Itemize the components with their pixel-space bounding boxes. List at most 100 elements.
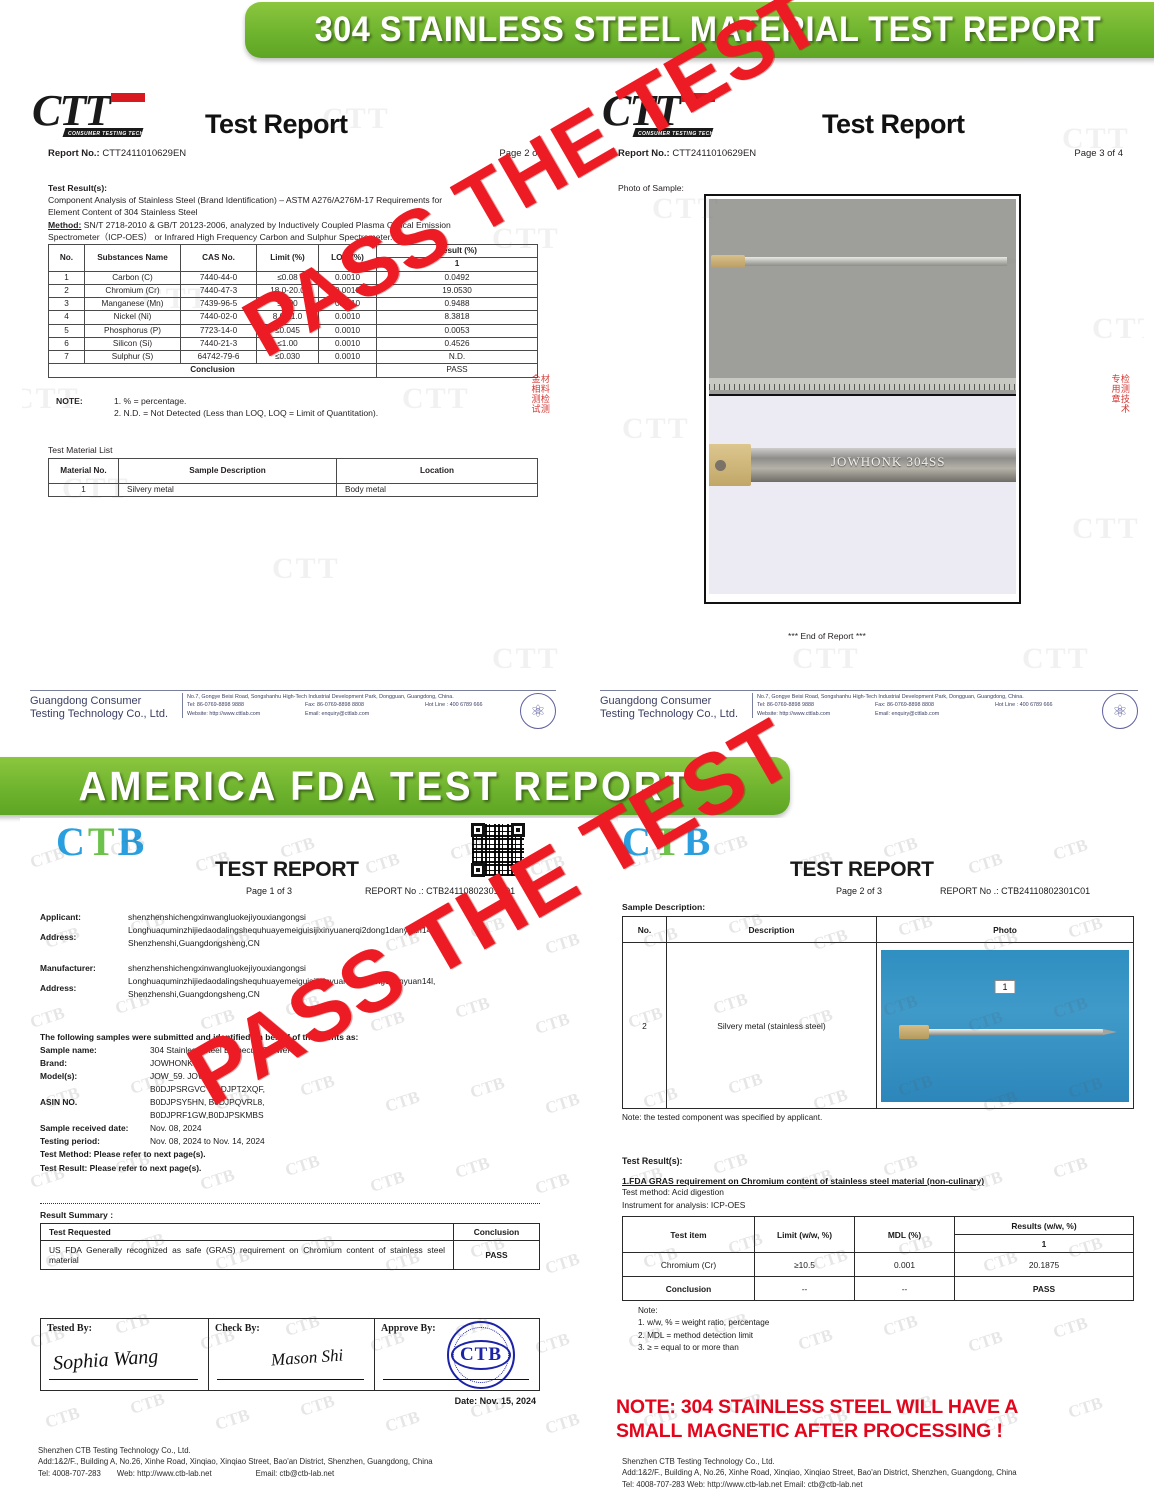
cell-photo: 1 (876, 942, 1134, 1109)
result-summary-label: Result Summary : (40, 1210, 114, 1220)
ctb-footer-line-2: Add:1&2/F., Building A, No.26, Xinhe Roa… (622, 1468, 1017, 1478)
signature-cell-check-by: Check By: Mason Shi (208, 1318, 375, 1391)
brand-value: JOWHONK (150, 1058, 193, 1069)
th-limit: Limit (%) (256, 244, 319, 272)
field-manufacturer-label: Manufacturer: (40, 963, 96, 974)
red-note-line-2: SMALL MAGNETIC AFTER PROCESSING ! (616, 1419, 1003, 1442)
test-material-list-title: Test Material List (48, 445, 113, 455)
field-address-1: Address: Longhuaquminzhijiedaodalingsheq… (40, 924, 540, 950)
th-conclusion: Conclusion (453, 1223, 540, 1241)
cell-result: 19.0530 (376, 283, 538, 299)
end-of-report-text: *** End of Report *** (788, 631, 866, 641)
note-applicant-text: Note: the tested component was specified… (622, 1113, 823, 1122)
ctb-logo-c: C (56, 819, 88, 864)
ctt-footer-website[interactable]: Website: http://www.cttlab.com (757, 710, 831, 717)
ctt-footer-hotline: Hot Line : 400 6789 666 (425, 702, 483, 709)
ctb-test-results-label: Test Result(s): (622, 1156, 683, 1166)
skewer-blade (711, 255, 1016, 268)
skewer-rod (907, 1028, 1117, 1036)
cell-substance: Nickel (Ni) (84, 310, 181, 325)
th-no: No. (48, 244, 85, 272)
ctb-logo-c: C (622, 819, 654, 864)
cell-result: 0.0053 (376, 323, 538, 338)
ctb-footer-email[interactable]: Email: ctb@ctb-lab.net (255, 1468, 335, 1478)
ctt-logo-red-bar (111, 93, 145, 102)
cell-loq: 0.0010 (318, 349, 377, 365)
ctt-logo-subtext: CONSUMER TESTING TECH (68, 131, 144, 137)
ctb-footer: Shenzhen CTB Testing Technology Co., Ltd… (622, 1456, 1152, 1490)
field-address-1-value: Longhuaquminzhijiedaodalingshequhuayemei… (128, 925, 436, 949)
banner-304-stainless: 304 STAINLESS STEEL MATERIAL TEST REPORT (245, 2, 1154, 58)
ctt-footer-email[interactable]: Email: enquiry@cttlab.com (305, 710, 370, 717)
cell-cas: 7440-47-3 (180, 283, 257, 299)
th-loq: LOQ (%) (318, 244, 377, 272)
tested-by-signature-line (49, 1379, 198, 1380)
ctt-footer-address-block: No.7, Gongye Beisi Road, Songshanhu High… (182, 693, 516, 719)
cell-limit: ≥10.5 (754, 1252, 855, 1278)
ctt-footer-website[interactable]: Website: http://www.cttlab.com (187, 710, 261, 717)
ctt-footer-address: No.7, Gongye Beisi Road, Songshanhu High… (187, 694, 454, 700)
check-by-label: Check By: (215, 1323, 260, 1334)
ctb-logo: CTB (56, 822, 147, 862)
table-row: 5 Phosphorus (P) 7723-14-0 ≤0.045 0.0010… (48, 323, 538, 338)
rivet-icon (715, 460, 726, 471)
th-photo: Photo (876, 916, 1134, 943)
cell-no: 3 (48, 296, 85, 312)
field-applicant-value: shenzhenshichengxinwangluokejiyouxiangon… (128, 912, 306, 922)
ctb-report-number: REPORT No .: CTB24110802301C01 (365, 886, 516, 896)
ctb-note-1: 1. w/w, % = weight ratio, percentage (638, 1318, 770, 1328)
ctb-approval-stamp-icon: CTB (447, 1321, 515, 1389)
ctt-logo-red-bar (681, 93, 715, 102)
ctb-page-title: TEST REPORT (790, 858, 934, 881)
ctb-logo: CTB (622, 822, 713, 862)
ctt-footer-email[interactable]: Email: enquiry@cttlab.com (875, 710, 940, 717)
ctb-page-indicator: Page 1 of 3 (246, 886, 293, 896)
table-row: 2 Chromium (Cr) 7440-47-3 18.0-20.0 0.00… (48, 283, 538, 299)
skewer-engraving-text: JOWHONK 304SS (831, 454, 946, 469)
ctt-intro-line-2: Element Content of 304 Stainless Steel (48, 207, 198, 218)
table-row: 1 Silvery metal Body metal (48, 483, 538, 498)
cell-sample-description: Silvery metal (118, 483, 337, 498)
ctb-note-3: 3. ≥ = equal to or more than (638, 1342, 739, 1352)
ctt-footer-company-line1: Guangdong Consumer (30, 695, 142, 707)
ctt-footer-company-line1: Guangdong Consumer (600, 695, 712, 707)
ctb-logo-t: T (87, 819, 118, 864)
received-date-row: Sample received date: Nov. 08, 2024 (40, 1122, 540, 1135)
photo-index-tag: 1 (994, 979, 1016, 994)
report-date: Date: Nov. 15, 2024 (454, 1396, 536, 1406)
th-results: Results (w/w, %) (954, 1216, 1134, 1236)
cell-limit: ≤1.00 (256, 336, 319, 352)
table-row: 4 Nickel (Ni) 7440-02-0 8.0-11.0 0.0010 … (48, 310, 538, 325)
ctb-footer-line-2: Add:1&2/F., Building A, No.26, Xinhe Roa… (38, 1457, 433, 1467)
cell-substance: Carbon (C) (84, 270, 181, 285)
ctt-footer: Guangdong Consumer Testing Technology Co… (600, 690, 1138, 729)
separator (40, 1203, 540, 1204)
ctt-logo-text: CTT (32, 86, 111, 135)
ctb-page-indicator: Page 2 of 3 (836, 886, 883, 896)
field-address-2: Address: Longhuaquminzhijiedaodalingsheq… (40, 975, 540, 1001)
cell-loq: 0.0010 (318, 336, 377, 352)
ctt-test-results-label: Test Result(s): (48, 183, 108, 193)
cell-no: 5 (48, 323, 85, 338)
table-row-conclusion: Conclusion -- -- PASS (622, 1276, 1134, 1302)
ctb-logo-b: B (117, 819, 148, 864)
ctb-footer-web[interactable]: Web: http://www.ctb-lab.net (116, 1468, 212, 1478)
field-manufacturer-value: shenzhenshichengxinwangluokejiyouxiangon… (128, 963, 306, 974)
test-result-line: Test Result: Please refer to next page(s… (40, 1162, 202, 1173)
table-row: 1 Carbon (C) 7440-44-0 ≤0.08 0.0010 0.04… (48, 270, 538, 285)
ctt-method-line-2: Spectrometer（ICP-OES） or Infrared High F… (48, 231, 393, 242)
ctt-logo: CTT CONSUMER TESTING TECH (602, 89, 717, 138)
cell-test-requested: US FDA Generally recognized as safe (GRA… (40, 1240, 454, 1270)
ctt-note-2: 2. N.D. = Not Detected (Less than LOQ, L… (114, 408, 379, 419)
th-test-item: Test item (622, 1216, 755, 1254)
ctt-report-number-label: Report No.: (48, 148, 100, 159)
cell-result: 0.4526 (376, 336, 538, 352)
testing-period-value: Nov. 08, 2024 to Nov. 14, 2024 (150, 1136, 265, 1147)
check-by-signature-line (217, 1379, 364, 1380)
models-value: JOW_59. JOW_69 (150, 1071, 220, 1082)
cell-no: 6 (48, 336, 85, 352)
ctt-method-line-1: SN/T 2718-2010 & GB/T 20123-2006, analyz… (81, 219, 451, 230)
ctb-page-title: TEST REPORT (215, 858, 359, 881)
cell-mdl: 0.001 (854, 1252, 955, 1278)
signature-cell-tested-by: Tested By: Sophia Wang (40, 1318, 209, 1391)
